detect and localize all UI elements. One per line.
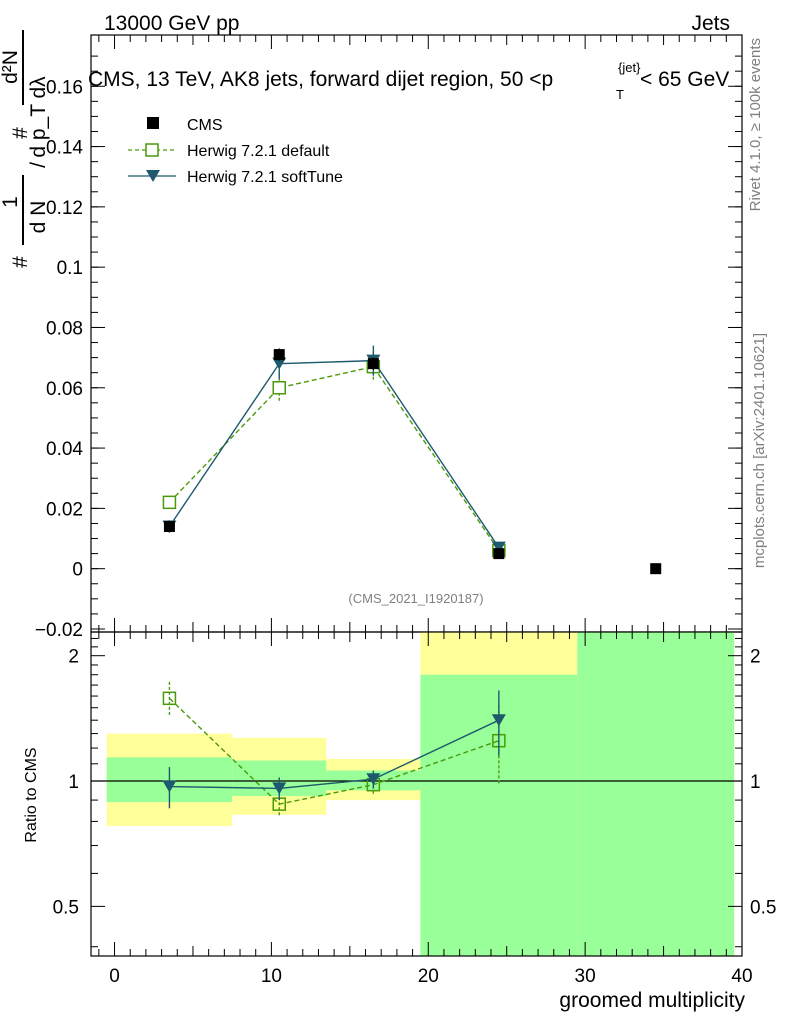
ratio-softtune-point xyxy=(162,780,177,793)
ylabel-dpt: d p_T dλ xyxy=(27,76,50,158)
ratio-y-tick-label-right: 1 xyxy=(750,772,761,793)
ylabel-hash-1: # xyxy=(9,256,32,268)
header-right: Jets xyxy=(691,12,730,35)
main-y-tick-label: 0.08 xyxy=(46,318,83,339)
main-default-point xyxy=(162,495,177,510)
x-tick-labels: 0 10 20 30 40 xyxy=(109,966,752,987)
ratio-green-band xyxy=(577,632,735,956)
legend-softtune-marker xyxy=(146,170,160,182)
ratio-y-tick-label-right: 0.5 xyxy=(750,897,776,918)
ratio-y-tick-label: 1 xyxy=(68,772,79,793)
x-tick-label: 10 xyxy=(261,966,282,987)
main-y-tick-labels: −0.02 0 0.02 0.04 0.06 0.08 0.1 0.12 0.14 0.16 xyxy=(35,77,84,641)
main-y-tick-label: 0.06 xyxy=(46,379,83,400)
title-sub: T xyxy=(616,87,624,102)
ratio-plot-frame xyxy=(90,631,743,957)
legend-cms-label: CMS xyxy=(187,117,223,134)
legend-cms-marker xyxy=(147,117,159,129)
ratio-default-point xyxy=(162,691,177,706)
cms-data-point xyxy=(273,349,285,361)
ratio-uncertainty-bands xyxy=(106,632,735,956)
ylabel-dn: d N xyxy=(27,201,50,234)
main-y-tick-label: 0.12 xyxy=(46,198,83,219)
ratio-softtune-point xyxy=(366,773,381,786)
analysis-id: (CMS_2021_I1920187) xyxy=(348,591,483,606)
ratio-y-axis-label: Ratio to CMS xyxy=(23,747,40,842)
title-sup: {jet} xyxy=(618,60,641,75)
main-axis-ticks xyxy=(91,35,743,632)
title-tail: < 65 GeV xyxy=(640,68,729,91)
main-series-layer xyxy=(162,345,662,575)
rivet-label: Rivet 4.1.0, ≥ 100k events xyxy=(747,38,764,211)
main-softtune-point xyxy=(272,357,287,370)
mcplots-label: mcplots.cern.ch [arXiv:2401.10621] xyxy=(751,333,768,568)
x-tick-label: 0 xyxy=(109,966,120,987)
main-y-tick-label: 0 xyxy=(72,560,83,581)
main-series-line-1 xyxy=(168,359,500,548)
ylabel-slash: / xyxy=(27,162,50,168)
main-y-tick-label: 0.14 xyxy=(46,138,83,159)
ratio-series-layer xyxy=(162,681,506,817)
ratio-series-line-1 xyxy=(169,719,500,790)
main-softtune-point xyxy=(491,541,506,554)
ratio-series-line-0 xyxy=(168,697,500,805)
legend-softtune-label: Herwig 7.2.1 softTune xyxy=(187,169,343,186)
legend-default-marker xyxy=(145,143,159,157)
legend-default-label: Herwig 7.2.1 default xyxy=(187,143,330,160)
cms-data-point xyxy=(650,563,662,575)
cms-data-point xyxy=(493,548,505,560)
x-tick-label: 20 xyxy=(418,966,439,987)
header-left: 13000 GeV pp xyxy=(104,12,239,35)
x-tick-label: 30 xyxy=(575,966,596,987)
ylabel-one: 1 xyxy=(0,196,22,208)
ylabel-hash-2: # xyxy=(9,127,32,139)
cms-data-point xyxy=(367,358,379,370)
ratio-softtune-point xyxy=(491,714,506,727)
legend: CMS Herwig 7.2.1 default Herwig 7.2.1 so… xyxy=(128,117,343,186)
main-default-point xyxy=(272,381,286,395)
main-y-tick-label: 0.16 xyxy=(46,77,83,98)
ratio-y-tick-label: 0.5 xyxy=(53,897,79,918)
main-y-tick-label: −0.02 xyxy=(35,620,83,641)
title-main: CMS, 13 TeV, AK8 jets, forward dijet reg… xyxy=(88,68,553,91)
main-plot-panel: −0.02 0 0.02 0.04 0.06 0.08 0.1 0.12 0.14 0.16 (C… xyxy=(35,34,743,641)
x-tick-label: 40 xyxy=(731,966,752,987)
ratio-softtune-point xyxy=(272,782,287,795)
main-y-axis-label: # 1 d N / # d p_T dλ d²N xyxy=(0,30,50,268)
plot-title: CMS, 13 TeV, AK8 jets, forward dijet reg… xyxy=(88,60,729,102)
ratio-plot-panel: 0.5 0.5 1 1 2 2 0 10 20 30 40 xyxy=(53,631,777,987)
main-y-tick-label: 0.1 xyxy=(57,258,83,279)
x-axis-label: groomed multiplicity xyxy=(559,989,745,1012)
main-series-line-0 xyxy=(168,365,500,551)
ylabel-d2n: d²N xyxy=(0,50,22,84)
main-y-tick-label: 0.04 xyxy=(46,439,83,460)
ratio-y-tick-labels: 0.5 0.5 1 1 2 2 xyxy=(53,647,777,919)
ratio-y-tick-label: 2 xyxy=(68,647,79,668)
cms-data-point xyxy=(163,520,175,532)
main-y-tick-label: 0.02 xyxy=(46,499,83,520)
ratio-y-tick-label-right: 2 xyxy=(750,647,761,668)
ratio-axis-ticks xyxy=(91,632,743,956)
